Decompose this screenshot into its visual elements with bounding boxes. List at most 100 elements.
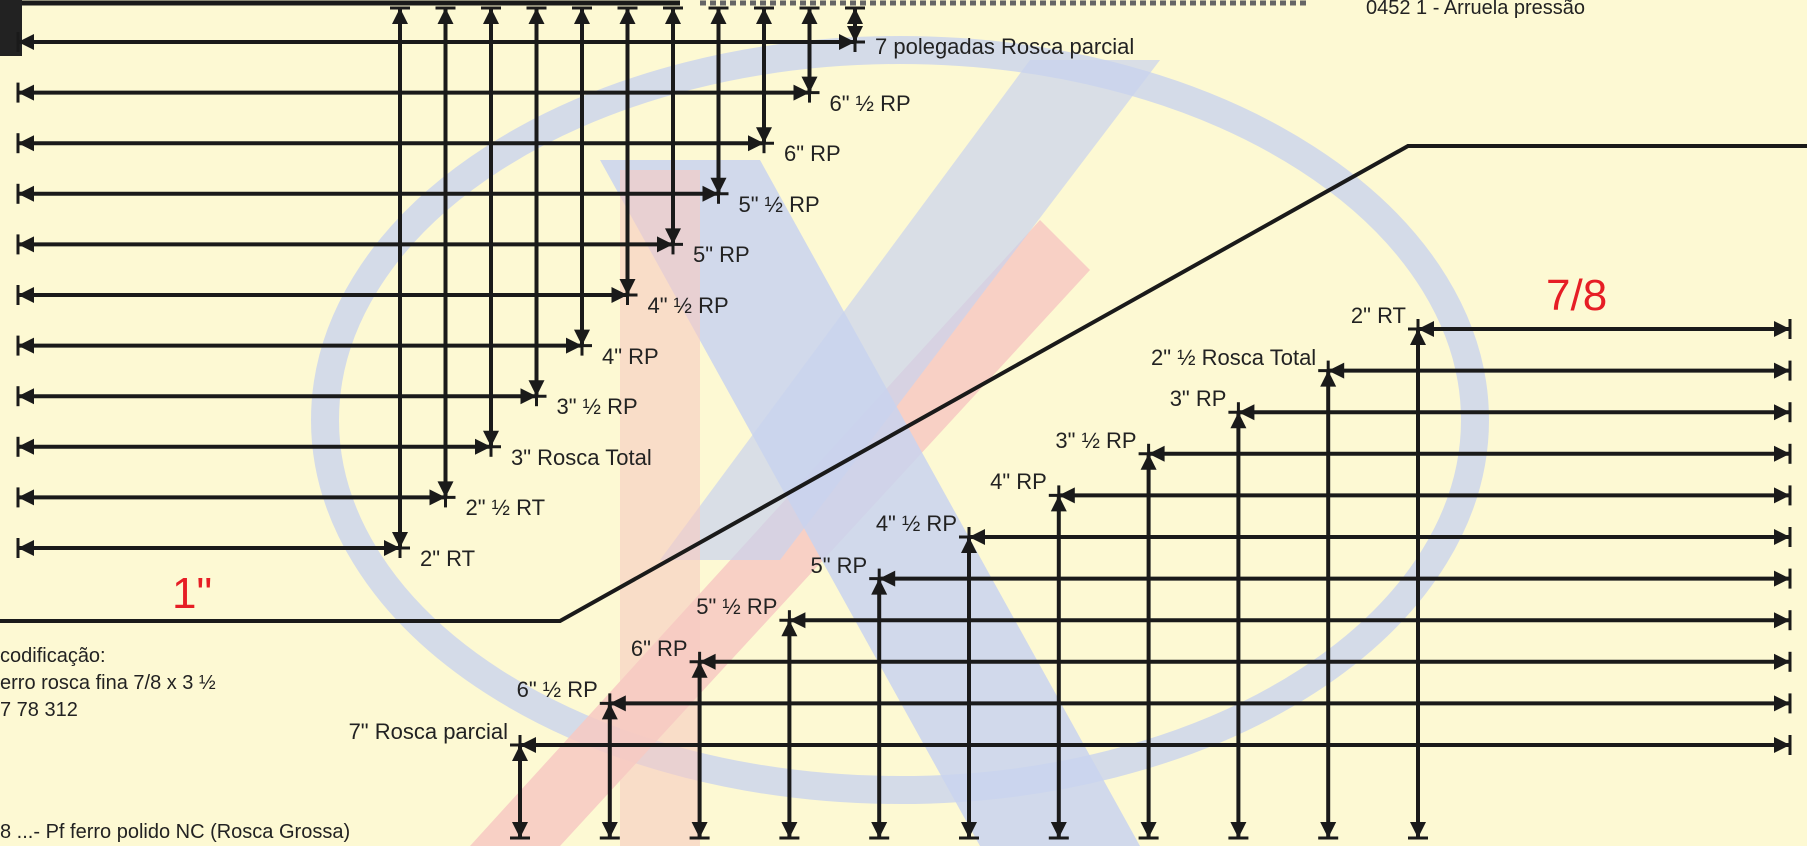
seven-eighths-item-6-arrow-right — [1774, 570, 1790, 587]
footer-note: 8 ...- Pf ferro polido NC (Rosca Grossa) — [0, 821, 351, 843]
seven-eighths-item-7-arrow-down — [781, 822, 798, 838]
seven-eighths-item-8-arrow-down — [691, 822, 708, 838]
mix-watermark — [311, 36, 1489, 846]
seven-eighths-item-9-arrow-down — [601, 822, 618, 838]
seven-eighths-item-4-arrow-down — [1050, 822, 1067, 838]
one-inch-item-6-arrow-down — [665, 228, 681, 245]
seven-eighths-label-8: 6" RP — [630, 635, 688, 661]
one-inch-item-10-arrow-left — [18, 34, 34, 50]
seven-eighths-label-4: 4" RP — [990, 469, 1047, 495]
one-inch-item-4-arrow-down — [574, 329, 590, 346]
coding-note-code: 7 78 312 — [0, 699, 78, 721]
one-inch-label-0: 2" RT — [420, 546, 476, 571]
seven-eighths-label-1: 2" ½ Rosca Total — [1151, 344, 1317, 370]
seven-eighths-item-7-arrow-up — [781, 620, 798, 637]
seven-eighths-label-10: 7" Rosca parcial — [348, 719, 508, 744]
seven-eighths-item-6-arrow-down — [871, 822, 888, 838]
seven-eighths-item-3-arrow-up — [1140, 453, 1157, 470]
one-inch-item-10-arrow-down — [847, 26, 863, 42]
watermark-blue-stroke — [600, 160, 1140, 846]
seven-eighths-label-6: 5" RP — [810, 552, 868, 578]
one-inch-item-3-arrow-left — [18, 388, 34, 405]
seven-eighths-item-1-arrow-right — [1774, 362, 1790, 379]
one-inch-item-4-arrow-left — [18, 337, 34, 354]
seven-eighths-item-5-arrow-right — [1774, 529, 1790, 545]
one-inch-item-6-arrow-up — [665, 8, 681, 24]
seven-eighths-item-0-arrow-down — [1410, 822, 1426, 838]
one-inch-item-5-arrow-left — [18, 287, 34, 303]
one-inch-item-2-arrow-left — [18, 438, 34, 455]
seven-eighths-item-2-arrow-up — [1230, 412, 1247, 429]
seven-eighths-label-9: 6" ½ RP — [516, 677, 598, 703]
one-inch-label-1: 2" ½ RT — [465, 495, 546, 521]
one-inch-item-0-arrow-up — [392, 8, 408, 24]
seven-eighths-item-0-arrow-right — [1774, 321, 1790, 337]
one-inch-item-7-arrow-up — [710, 8, 727, 24]
one-inch-label-10: 7 polegadas Rosca parcial — [875, 34, 1135, 59]
one-inch-item-9-arrow-left — [18, 84, 34, 101]
one-inch-item-7-arrow-down — [710, 177, 727, 194]
one-inch-item-8-arrow-up — [756, 8, 772, 24]
seven-eighths-item-9-arrow-right — [1774, 695, 1790, 712]
one-inch-item-1-arrow-up — [437, 8, 454, 24]
seven-eighths-label-2: 3" RP — [1169, 386, 1227, 412]
one-inch-label-7: 5" ½ RP — [738, 191, 820, 217]
seven-eighths-item-4-arrow-up — [1050, 495, 1067, 512]
seven-eighths-item-3-arrow-down — [1140, 822, 1157, 838]
one-inch-item-3-arrow-up — [528, 8, 545, 24]
one-inch-item-5-arrow-up — [619, 8, 636, 24]
seven-eighths-item-8-arrow-right — [1774, 653, 1790, 670]
seven-eighths-item-8-arrow-up — [691, 661, 708, 678]
one-inch-dimension-lines — [16, 6, 865, 558]
seven-eighths-item-1-arrow-up — [1320, 370, 1337, 387]
seven-eighths-item-0-arrow-up — [1410, 329, 1426, 345]
seven-eighths-label-3: 3" ½ RP — [1055, 427, 1137, 453]
seven-eighths-item-6-arrow-up — [871, 578, 888, 595]
coding-note-line2: erro rosca fina 7/8 x 3 ½ — [0, 672, 216, 694]
seven-eighths-title: 7/8 — [1546, 271, 1608, 320]
coding-note-line1: codificação: — [0, 645, 106, 667]
seven-eighths-dimension-lines — [510, 319, 1792, 840]
one-inch-item-0-arrow-left — [18, 540, 34, 556]
seven-eighths-item-2-arrow-down — [1230, 822, 1247, 838]
top-right-note: 0452 1 - Arruela pressão — [1366, 0, 1586, 19]
seven-eighths-item-5-arrow-up — [961, 537, 977, 553]
one-inch-item-10-arrow-up — [847, 8, 863, 24]
watermark-red-bar — [620, 170, 700, 846]
one-inch-label-9: 6" ½ RP — [829, 90, 911, 116]
seven-eighths-item-10-arrow-right — [1774, 737, 1790, 753]
one-inch-item-8-arrow-left — [18, 135, 34, 152]
seven-eighths-item-3-arrow-right — [1774, 445, 1790, 462]
one-inch-label-3: 3" ½ RP — [556, 394, 638, 420]
divider-polyline — [0, 144, 1807, 623]
seven-eighths-item-10-arrow-up — [512, 745, 528, 761]
one-inch-item-0-arrow-down — [392, 532, 408, 548]
one-inch-label-6: 5" RP — [693, 242, 750, 268]
one-inch-item-5-arrow-down — [619, 279, 636, 295]
seven-eighths-item-4-arrow-right — [1774, 487, 1790, 504]
watermark-blue-stroke-2 — [660, 60, 1160, 560]
one-inch-item-2-arrow-up — [483, 8, 499, 24]
seven-eighths-label-5: 4" ½ RP — [875, 511, 957, 536]
seven-eighths-item-5-arrow-down — [961, 822, 977, 838]
one-inch-item-9-arrow-up — [801, 8, 818, 24]
one-inch-item-6-arrow-left — [18, 236, 34, 253]
one-inch-item-9-arrow-down — [801, 76, 818, 93]
one-inch-label-2: 3" Rosca Total — [511, 444, 652, 470]
one-inch-item-2-arrow-down — [483, 430, 499, 447]
one-inch-item-4-arrow-up — [574, 8, 590, 24]
one-inch-item-1-arrow-left — [18, 489, 34, 506]
seven-eighths-item-7-arrow-right — [1774, 612, 1790, 629]
seven-eighths-label-7: 5" ½ RP — [696, 594, 778, 620]
seven-eighths-label-0: 2" RT — [1350, 303, 1406, 328]
one-inch-label-5: 4" ½ RP — [647, 293, 729, 318]
seven-eighths-item-9-arrow-up — [601, 703, 618, 720]
watermark-ellipse — [311, 36, 1489, 804]
one-inch-label-4: 4" RP — [602, 343, 659, 369]
one-inch-title: 1" — [172, 569, 213, 618]
seven-eighths-item-2-arrow-right — [1774, 404, 1790, 421]
section-divider-line — [0, 144, 1807, 623]
one-inch-item-8-arrow-down — [756, 127, 772, 144]
one-inch-item-3-arrow-down — [528, 380, 545, 397]
